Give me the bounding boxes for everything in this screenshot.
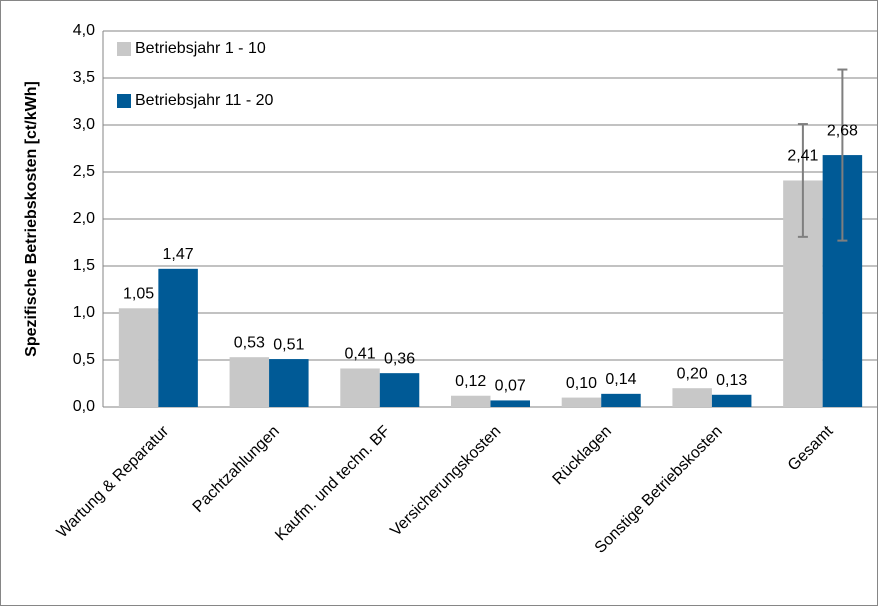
data-label: 1,05: [123, 286, 154, 303]
error-bar: [837, 68, 848, 242]
data-label: 0,07: [495, 378, 526, 395]
bar: [379, 373, 420, 407]
bar: [118, 308, 159, 407]
y-tick-label: 1,0: [73, 304, 95, 321]
y-tick-label: 0,5: [73, 351, 95, 368]
y-tick-label: 3,0: [73, 116, 95, 133]
data-label: 0,10: [566, 375, 597, 392]
bar: [561, 397, 602, 407]
data-label: 0,20: [677, 365, 708, 382]
data-label: 0,12: [455, 373, 486, 390]
y-tick-label: 3,5: [73, 69, 95, 86]
legend-swatch: [117, 42, 131, 56]
bar: [340, 368, 380, 407]
legend-label: Betriebsjahr 1 - 10: [135, 40, 266, 57]
bar: [451, 395, 491, 407]
y-tick-label: 0,0: [73, 398, 95, 415]
data-label: 0,53: [234, 334, 265, 351]
bar: [229, 357, 270, 407]
y-tick-label: 1,5: [73, 257, 95, 274]
data-label: 2,68: [827, 122, 858, 139]
data-label: 0,36: [384, 350, 415, 367]
bar: [158, 268, 198, 407]
bar: [711, 394, 752, 407]
y-tick-label: 4,0: [73, 22, 95, 39]
bar: [672, 388, 712, 407]
data-label: 1,47: [163, 246, 194, 263]
bar: [269, 359, 309, 407]
data-label: 2,41: [787, 148, 818, 165]
y-axis-label: Spezifische Betriebskosten [ct/kWh]: [23, 81, 40, 357]
y-tick-label: 2,0: [73, 210, 95, 227]
error-bar: [797, 123, 808, 238]
data-label: 0,41: [344, 346, 375, 363]
data-label: 0,14: [605, 371, 636, 388]
bar: [490, 400, 530, 407]
data-label: 0,51: [273, 336, 304, 353]
data-label: 0,13: [716, 372, 747, 389]
legend-label: Betriebsjahr 11 - 20: [135, 92, 274, 109]
y-tick-label: 2,5: [73, 163, 95, 180]
bar: [601, 393, 641, 407]
legend-swatch: [117, 94, 131, 108]
